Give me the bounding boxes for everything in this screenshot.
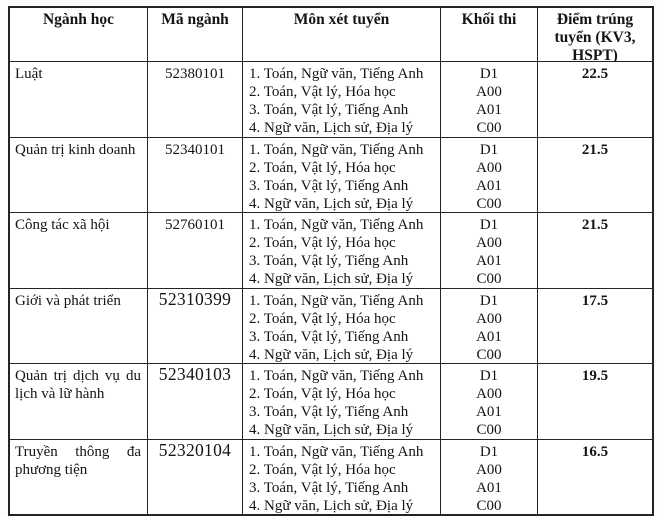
code-cell: 52340101 xyxy=(147,137,242,212)
block-line: A00 xyxy=(476,84,502,100)
subject-line: 2. Toán, Vật lý, Hóa học xyxy=(249,235,396,251)
score-cell: 16.5 xyxy=(537,439,652,514)
block-line: C00 xyxy=(476,422,502,438)
subject-line: 4. Ngữ văn, Lịch sử, Địa lý xyxy=(249,422,414,438)
score-cell: 21.5 xyxy=(537,213,652,288)
subject-line: 4. Ngữ văn, Lịch sử, Địa lý xyxy=(249,271,414,287)
block-line: D1 xyxy=(479,66,499,82)
blocks-cell: D1 A00 A01 C00 xyxy=(440,137,537,212)
subject-line: 1. Toán, Ngữ văn, Tiếng Anh xyxy=(249,443,424,460)
subject-line: 2. Toán, Vật lý, Hóa học xyxy=(249,159,396,176)
subject-line: 2. Toán, Vật lý, Hóa học xyxy=(249,386,396,402)
subject-line: 3. Toán, Vật lý, Tiếng Anh xyxy=(249,177,409,194)
block-line: A00 xyxy=(476,386,502,402)
blocks-cell: D1 A00 A01 C00 xyxy=(440,439,537,514)
subject-line: 2. Toán, Vật lý, Hóa học xyxy=(249,84,396,100)
block-line: D1 xyxy=(479,368,499,384)
table-row: Luật 52380101 1. Toán, Ngữ văn, Tiếng An… xyxy=(10,61,652,137)
code-cell: 52380101 xyxy=(147,62,242,137)
block-line: A01 xyxy=(476,102,502,118)
block-line: C00 xyxy=(476,195,502,212)
major-cell: Quản trị kinh doanh xyxy=(15,141,136,158)
block-line: D1 xyxy=(479,217,499,233)
table-row: Giới và phát triển 52310399 1. Toán, Ngữ… xyxy=(10,287,652,363)
code-cell: 52760101 xyxy=(147,213,242,288)
major-cell: Công tác xã hội xyxy=(15,217,110,233)
subject-line: 3. Toán, Vật lý, Tiếng Anh xyxy=(249,479,409,496)
subjects-cell: 1. Toán, Ngữ văn, Tiếng Anh 2. Toán, Vật… xyxy=(242,364,440,439)
block-line: A01 xyxy=(476,328,502,345)
score-cell: 21.5 xyxy=(537,137,652,212)
block-line: A01 xyxy=(476,177,502,194)
block-line: A01 xyxy=(476,404,502,420)
subjects-cell: 1. Toán, Ngữ văn, Tiếng Anh 2. Toán, Vật… xyxy=(242,137,440,212)
block-line: D1 xyxy=(479,141,499,158)
subject-line: 3. Toán, Vật lý, Tiếng Anh xyxy=(249,102,409,118)
subject-line: 2. Toán, Vật lý, Hóa học xyxy=(249,461,396,478)
subject-line: 1. Toán, Ngữ văn, Tiếng Anh xyxy=(249,368,424,384)
major-cell: Truyền thông đa phương tiện xyxy=(15,443,141,478)
code-cell: 52320104 xyxy=(147,439,242,514)
blocks-cell: D1 A00 A01 C00 xyxy=(440,213,537,288)
block-line: A00 xyxy=(476,159,502,176)
subject-line: 4. Ngữ văn, Lịch sử, Địa lý xyxy=(249,120,414,136)
header-score: Điểm trúng tuyển (KV3, HSPT) xyxy=(537,8,652,61)
blocks-cell: D1 A00 A01 C00 xyxy=(440,364,537,439)
major-cell: Luật xyxy=(15,66,43,82)
subjects-cell: 1. Toán, Ngữ văn, Tiếng Anh 2. Toán, Vật… xyxy=(242,62,440,137)
subject-line: 2. Toán, Vật lý, Hóa học xyxy=(249,310,396,327)
score-cell: 19.5 xyxy=(537,364,652,439)
subject-line: 3. Toán, Vật lý, Tiếng Anh xyxy=(249,404,409,420)
block-line: C00 xyxy=(476,346,502,363)
block-line: A00 xyxy=(476,235,502,251)
table-row: Công tác xã hội 52760101 1. Toán, Ngữ vă… xyxy=(10,212,652,288)
subjects-cell: 1. Toán, Ngữ văn, Tiếng Anh 2. Toán, Vật… xyxy=(242,288,440,363)
block-line: A00 xyxy=(476,461,502,478)
block-line: D1 xyxy=(479,292,499,309)
table-row: Quản trị kinh doanh 52340101 1. Toán, Ng… xyxy=(10,136,652,212)
subject-line: 3. Toán, Vật lý, Tiếng Anh xyxy=(249,253,409,269)
header-subjects: Môn xét tuyển xyxy=(242,8,440,61)
subject-line: 3. Toán, Vật lý, Tiếng Anh xyxy=(249,328,409,345)
header-code: Mã ngành xyxy=(147,8,242,61)
subject-line: 1. Toán, Ngữ văn, Tiếng Anh xyxy=(249,217,424,233)
score-cell: 17.5 xyxy=(537,288,652,363)
subjects-cell: 1. Toán, Ngữ văn, Tiếng Anh 2. Toán, Vật… xyxy=(242,439,440,514)
table-header-row: Ngành học Mã ngành Môn xét tuyển Khối th… xyxy=(10,8,652,61)
subject-line: 1. Toán, Ngữ văn, Tiếng Anh xyxy=(249,292,424,309)
table-row: Truyền thông đa phương tiện 52320104 1. … xyxy=(10,438,652,514)
blocks-cell: D1 A00 A01 C00 xyxy=(440,62,537,137)
subjects-cell: 1. Toán, Ngữ văn, Tiếng Anh 2. Toán, Vật… xyxy=(242,213,440,288)
block-line: C00 xyxy=(476,120,502,136)
block-line: C00 xyxy=(476,497,502,514)
code-cell: 52340103 xyxy=(147,364,242,439)
code-cell: 52310399 xyxy=(147,288,242,363)
subject-line: 4. Ngữ văn, Lịch sử, Địa lý xyxy=(249,195,414,212)
table-row: Quản trị dịch vụ du lịch và lữ hành 5234… xyxy=(10,363,652,439)
subject-line: 4. Ngữ văn, Lịch sử, Địa lý xyxy=(249,497,414,514)
block-line: A00 xyxy=(476,310,502,327)
subject-line: 4. Ngữ văn, Lịch sử, Địa lý xyxy=(249,346,414,363)
blocks-cell: D1 A00 A01 C00 xyxy=(440,288,537,363)
header-major: Ngành học xyxy=(42,11,115,28)
major-cell: Giới và phát triển xyxy=(15,292,121,309)
header-block: Khối thi xyxy=(440,8,537,61)
major-cell: Quản trị dịch vụ du lịch và lữ hành xyxy=(15,368,141,402)
block-line: D1 xyxy=(479,443,499,460)
score-cell: 22.5 xyxy=(537,62,652,137)
admission-table: Ngành học Mã ngành Môn xét tuyển Khối th… xyxy=(8,6,654,516)
block-line: A01 xyxy=(476,479,502,496)
block-line: A01 xyxy=(476,253,502,269)
subject-line: 1. Toán, Ngữ văn, Tiếng Anh xyxy=(249,66,424,82)
block-line: C00 xyxy=(476,271,502,287)
subject-line: 1. Toán, Ngữ văn, Tiếng Anh xyxy=(249,141,424,158)
